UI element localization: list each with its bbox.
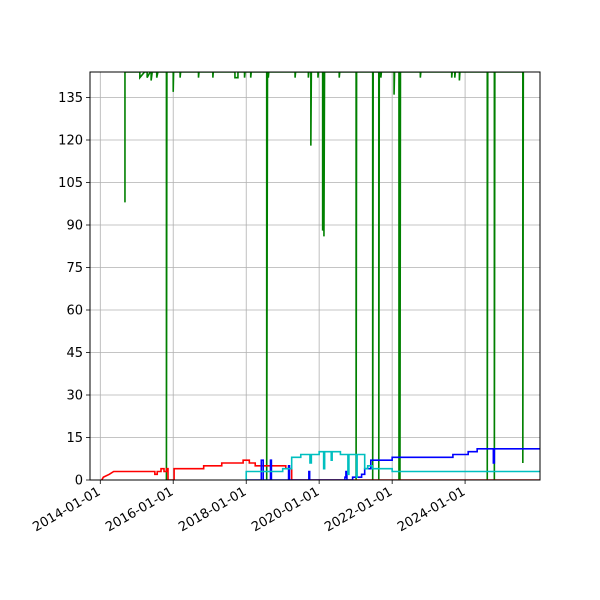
y-tick-label: 30 xyxy=(66,389,83,404)
x-tick-label: 2020-01-01 xyxy=(249,484,322,535)
series-line-cyan xyxy=(245,450,540,480)
x-tick-label: 2018-01-01 xyxy=(176,484,249,535)
series-line-blue xyxy=(246,448,540,480)
y-tick-label: 105 xyxy=(58,176,83,191)
y-tick-label: 15 xyxy=(66,431,83,446)
series-line-green xyxy=(124,72,525,480)
y-tick-label: 0 xyxy=(75,474,83,489)
x-axis: 2014-01-01 2016-01-01 2018-01-01 2020-01-01… xyxy=(30,480,468,535)
x-tick-label: 2024-01-01 xyxy=(395,484,468,535)
x-tick-label: 2014-01-01 xyxy=(30,484,103,535)
x-tick-label: 2016-01-01 xyxy=(103,484,176,535)
y-tick-label: 135 xyxy=(58,91,83,106)
y-tick-label: 120 xyxy=(58,134,83,149)
y-tick-label: 60 xyxy=(66,304,83,319)
y-tick-label: 45 xyxy=(66,346,83,361)
y-tick-label: 75 xyxy=(66,261,83,276)
grid-lines xyxy=(90,72,540,481)
axes-frame xyxy=(89,71,541,481)
y-tick-label: 90 xyxy=(66,219,83,234)
y-axis: 0 15 30 45 60 75 90 105 120 135 xyxy=(58,91,90,489)
plot-area xyxy=(101,72,540,480)
x-tick-label: 2022-01-01 xyxy=(322,484,395,535)
series-line-red xyxy=(101,459,540,480)
